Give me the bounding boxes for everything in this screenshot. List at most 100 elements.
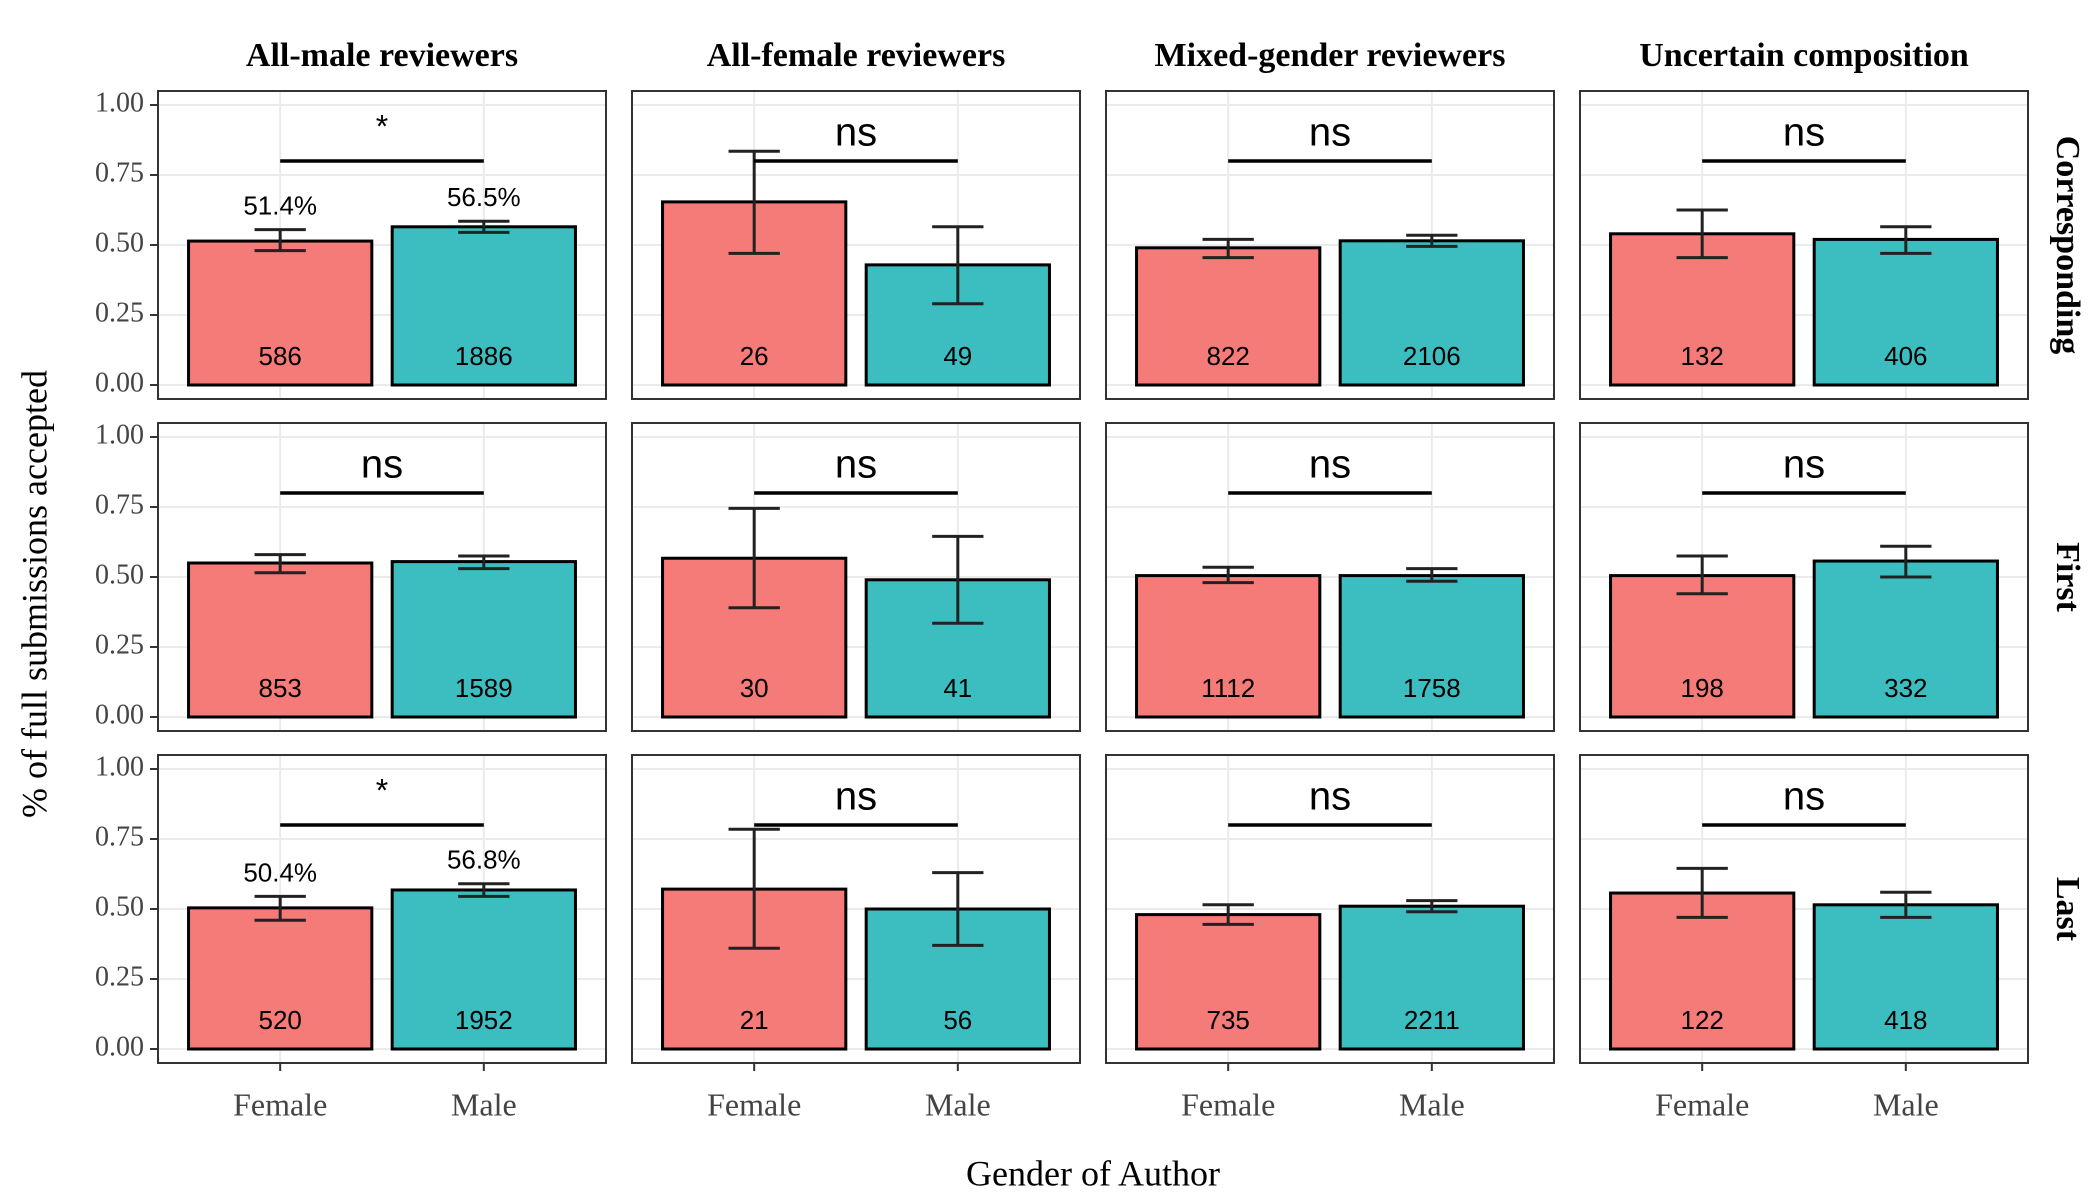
- x-axis-label: Gender of Author: [966, 1153, 1220, 1193]
- panel-border: [1579, 90, 2029, 400]
- panel-border: [631, 90, 1081, 400]
- column-title: All-male reviewers: [246, 37, 518, 74]
- significance-label: ns: [1309, 775, 1351, 819]
- value-label: 51.4%: [243, 190, 317, 220]
- x-tick-label: Male: [925, 1086, 991, 1122]
- x-tick-label: Female: [1181, 1086, 1275, 1122]
- panel-border: [1579, 422, 2029, 732]
- count-label: 56: [943, 1005, 972, 1035]
- y-tick-label: 0.00: [95, 1031, 144, 1062]
- count-label: 1758: [1403, 673, 1461, 703]
- count-label: 332: [1884, 673, 1927, 703]
- error-bar: [1406, 899, 1458, 914]
- count-label: 1589: [455, 673, 513, 703]
- x-tick-label: Male: [1873, 1086, 1939, 1122]
- x-tick-label: Male: [451, 1086, 517, 1122]
- error-bar: [1676, 208, 1728, 260]
- count-label: 735: [1206, 1005, 1249, 1035]
- error-bar: [728, 149, 780, 255]
- bar: [864, 263, 1051, 387]
- count-label: 132: [1680, 341, 1723, 371]
- error-bar: [1676, 866, 1728, 919]
- bar: [1609, 891, 1796, 1051]
- error-bar: [1880, 890, 1932, 919]
- significance-label: *: [376, 772, 388, 808]
- y-tick-label: 1.00: [95, 751, 144, 782]
- y-tick-label: 0.50: [95, 227, 144, 258]
- y-tick-label: 0.75: [95, 821, 144, 852]
- bar: [390, 225, 577, 387]
- x-tick-label: Female: [1655, 1086, 1749, 1122]
- y-tick-label: 0.00: [95, 367, 144, 398]
- error-bar: [254, 894, 306, 922]
- error-bar: [932, 534, 984, 625]
- significance-label: *: [376, 108, 388, 144]
- error-bar: [728, 827, 780, 950]
- y-tick-label: 0.25: [95, 297, 144, 328]
- count-label: 406: [1884, 341, 1927, 371]
- y-tick-label: 0.00: [95, 699, 144, 730]
- bar: [1812, 559, 1999, 719]
- error-bar: [458, 554, 510, 571]
- bar: [1135, 574, 1322, 719]
- x-tick-label: Female: [707, 1086, 801, 1122]
- panel-border: [1579, 754, 2029, 1064]
- significance-label: ns: [1783, 111, 1825, 155]
- column-title: Uncertain composition: [1639, 37, 1969, 74]
- error-bar: [254, 553, 306, 575]
- column-title: All-female reviewers: [707, 37, 1006, 74]
- error-bar: [1202, 903, 1254, 926]
- y-axis-label: % of full submissions accepted: [14, 370, 54, 818]
- count-label: 2106: [1403, 341, 1461, 371]
- count-label: 2211: [1404, 1005, 1460, 1035]
- x-tick-label: Female: [233, 1086, 327, 1122]
- count-label: 198: [1680, 673, 1723, 703]
- bar: [187, 906, 374, 1051]
- bar: [187, 239, 374, 387]
- error-bar: [1406, 233, 1458, 248]
- y-tick-label: 0.50: [95, 559, 144, 590]
- error-bar: [1406, 567, 1458, 583]
- error-bar: [932, 871, 984, 947]
- count-label: 853: [258, 673, 301, 703]
- count-label: 21: [740, 1005, 769, 1035]
- row-label: First: [2049, 542, 2086, 613]
- y-tick-label: 1.00: [95, 419, 144, 450]
- row-label: Corresponding: [2049, 136, 2086, 355]
- panel-border: [1105, 90, 1555, 400]
- count-label: 26: [740, 341, 769, 371]
- significance-label: ns: [1309, 111, 1351, 155]
- y-tick-label: 0.75: [95, 489, 144, 520]
- bar: [1338, 904, 1525, 1051]
- y-tick-label: 0.25: [95, 629, 144, 660]
- error-bar: [1202, 237, 1254, 260]
- count-label: 1886: [455, 341, 513, 371]
- significance-label: ns: [1309, 443, 1351, 487]
- significance-label: ns: [1783, 775, 1825, 819]
- panel-border: [1105, 422, 1555, 732]
- error-bar: [728, 506, 780, 610]
- bar: [1609, 574, 1796, 719]
- error-bar: [1880, 225, 1932, 255]
- error-bar: [458, 882, 510, 898]
- count-label: 1112: [1201, 673, 1255, 703]
- y-tick-label: 0.50: [95, 891, 144, 922]
- x-tick-label: Male: [1399, 1086, 1465, 1122]
- y-tick-label: 0.25: [95, 961, 144, 992]
- significance-label: ns: [835, 775, 877, 819]
- column-title: Mixed-gender reviewers: [1155, 37, 1506, 74]
- error-bar: [1880, 544, 1932, 579]
- count-label: 122: [1680, 1005, 1723, 1035]
- count-label: 822: [1206, 341, 1249, 371]
- count-label: 418: [1884, 1005, 1927, 1035]
- bar: [1812, 237, 1999, 387]
- count-label: 49: [943, 341, 972, 371]
- significance-label: ns: [835, 443, 877, 487]
- significance-label: ns: [361, 443, 403, 487]
- y-tick-label: 0.75: [95, 157, 144, 188]
- error-bar: [1202, 565, 1254, 585]
- row-label: Last: [2049, 877, 2086, 942]
- count-label: 1952: [455, 1005, 513, 1035]
- count-label: 41: [943, 673, 972, 703]
